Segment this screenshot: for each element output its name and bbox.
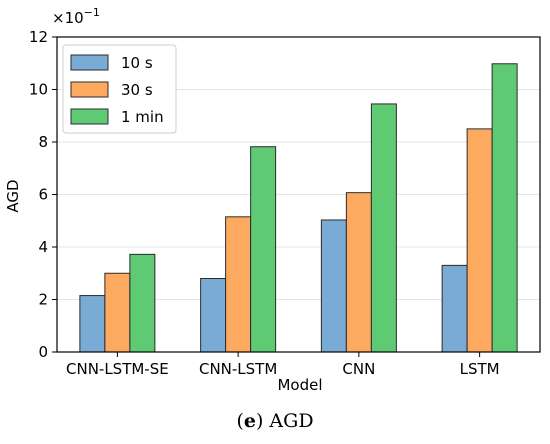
legend-label: 30 s xyxy=(121,81,153,99)
legend-swatch xyxy=(70,54,109,71)
y-axis-label: AGD xyxy=(4,179,22,212)
bar xyxy=(441,264,468,353)
legend-label: 1 min xyxy=(121,108,164,126)
y-scale-multiplier: ×10−1 xyxy=(52,6,100,27)
y-axis-ticks: 0 2 4 6 8 10 12 xyxy=(29,28,57,361)
x-tick-label: LSTM xyxy=(460,360,500,378)
figure-caption: (e) AGD xyxy=(236,410,314,432)
bar xyxy=(250,146,277,353)
y-tick-label: 10 xyxy=(29,81,48,99)
bar xyxy=(491,63,518,353)
y-tick-label: 6 xyxy=(38,186,48,204)
bar xyxy=(370,103,397,353)
x-tick-label: CNN-LSTM xyxy=(199,360,277,378)
x-tick-label: CNN-LSTM-SE xyxy=(66,360,169,378)
y-tick-label: 12 xyxy=(29,28,48,46)
bar xyxy=(200,278,227,353)
bar xyxy=(320,219,347,353)
caption-text: AGD xyxy=(263,410,314,432)
legend-swatch xyxy=(70,81,109,98)
scale-base: ×10 xyxy=(52,9,84,27)
y-tick-label: 4 xyxy=(38,238,48,256)
bar xyxy=(345,192,372,353)
y-tick-label: 0 xyxy=(38,343,48,361)
scale-exponent: −1 xyxy=(84,6,100,19)
bar-chart: 0 2 4 6 8 10 12 CNN-LSTM-SE CNN-LSTM CNN LSTM ×10… xyxy=(4,6,541,394)
bar xyxy=(466,128,493,353)
legend-label: 10 s xyxy=(121,54,153,72)
bar xyxy=(79,295,106,353)
legend-swatch xyxy=(70,108,109,125)
bar xyxy=(104,272,131,353)
bar xyxy=(129,253,156,353)
bar xyxy=(225,216,252,353)
x-axis-label: Model xyxy=(277,376,322,394)
y-tick-label: 8 xyxy=(38,133,48,151)
caption-letter: e xyxy=(243,410,256,432)
x-axis-ticks: CNN-LSTM-SE CNN-LSTM CNN LSTM xyxy=(66,352,500,378)
legend: 10 s 30 s 1 min xyxy=(62,44,177,134)
bars xyxy=(79,63,518,353)
x-tick-label: CNN xyxy=(342,360,375,378)
y-tick-label: 2 xyxy=(38,291,48,309)
